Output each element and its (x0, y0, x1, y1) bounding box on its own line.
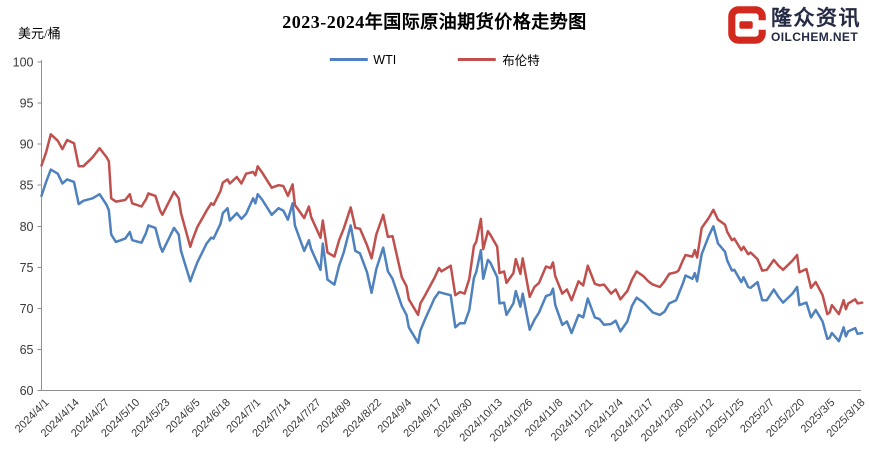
legend-item-brent: 布伦特 (458, 50, 540, 69)
chart-legend: WTI 布伦特 (329, 50, 540, 69)
y-axis-unit-label: 美元/桶 (18, 26, 61, 41)
legend-swatch-brent (458, 58, 497, 61)
logo-name-cn: 隆众资讯 (771, 6, 861, 30)
y-tick-label: 70 (20, 302, 34, 316)
y-tick-label: 100 (13, 56, 34, 70)
y-tick-label: 80 (20, 220, 34, 234)
legend-label-wti: WTI (373, 52, 397, 67)
oilchem-e-icon (728, 6, 766, 44)
y-tick-label: 95 (20, 97, 34, 111)
logo-name-en: OILCHEM.NET (771, 29, 859, 44)
brent-line (40, 133, 864, 317)
y-tick-label: 85 (20, 179, 34, 193)
legend-label-brent: 布伦特 (502, 54, 540, 68)
wti-line (40, 168, 864, 345)
y-tick-label: 60 (20, 384, 34, 398)
chart-title: 2023-2024年国际原油期货价格走势图 (282, 12, 587, 32)
oilchem-logo: 隆众资讯 OILCHEM.NET (728, 6, 861, 44)
legend-swatch-wti (329, 58, 368, 61)
y-tick-label: 65 (20, 343, 34, 357)
legend-item-wti: WTI (329, 53, 396, 67)
logo-text: 隆众资讯 OILCHEM.NET (771, 8, 861, 43)
y-tick-label: 75 (20, 261, 34, 275)
y-tick-label: 90 (20, 138, 34, 152)
